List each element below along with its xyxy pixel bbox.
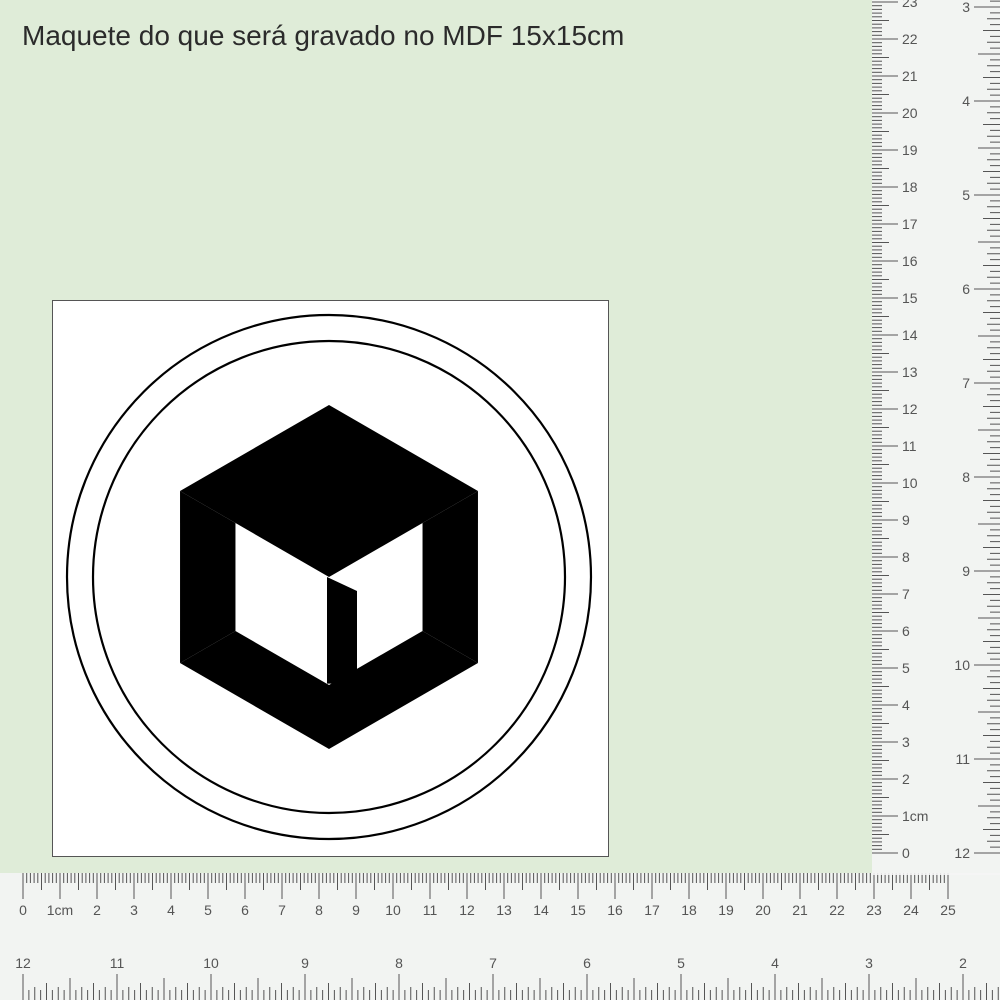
svg-text:12: 12 [459, 902, 475, 918]
svg-text:10: 10 [385, 902, 401, 918]
svg-text:9: 9 [352, 902, 360, 918]
svg-text:6: 6 [962, 281, 970, 297]
svg-text:9: 9 [962, 563, 970, 579]
svg-text:6: 6 [583, 955, 591, 971]
svg-text:20: 20 [755, 902, 771, 918]
svg-text:8: 8 [962, 469, 970, 485]
svg-text:14: 14 [902, 327, 918, 343]
svg-text:17: 17 [644, 902, 660, 918]
svg-text:15: 15 [570, 902, 586, 918]
svg-text:12: 12 [954, 845, 970, 861]
svg-text:10: 10 [203, 955, 219, 971]
ruler-horizontal: 01cm234567891011121314151617181920212223… [0, 873, 1000, 1000]
mockup-graphic [0, 0, 1000, 1000]
svg-text:11: 11 [902, 438, 917, 454]
svg-text:13: 13 [902, 364, 918, 380]
svg-text:3: 3 [865, 955, 873, 971]
svg-text:9: 9 [301, 955, 309, 971]
svg-text:7: 7 [962, 375, 970, 391]
svg-text:4: 4 [167, 902, 175, 918]
svg-text:23: 23 [902, 0, 918, 10]
svg-text:4: 4 [902, 697, 910, 713]
svg-text:8: 8 [395, 955, 403, 971]
svg-text:10: 10 [954, 657, 970, 673]
svg-text:0: 0 [902, 845, 910, 861]
svg-text:9: 9 [902, 512, 910, 528]
svg-text:20: 20 [902, 105, 918, 121]
svg-text:12: 12 [15, 955, 31, 971]
svg-text:5: 5 [677, 955, 685, 971]
svg-text:16: 16 [902, 253, 918, 269]
svg-text:0: 0 [19, 902, 27, 918]
svg-text:2: 2 [902, 771, 910, 787]
svg-text:11: 11 [955, 751, 970, 767]
svg-text:18: 18 [902, 179, 918, 195]
svg-text:5: 5 [204, 902, 212, 918]
svg-text:5: 5 [962, 187, 970, 203]
ruler-vertical: 01cm234567891011121314151617181920212223… [872, 0, 1000, 875]
svg-text:2: 2 [93, 902, 101, 918]
svg-text:2: 2 [959, 955, 967, 971]
svg-text:3: 3 [902, 734, 910, 750]
svg-text:18: 18 [681, 902, 697, 918]
svg-text:1cm: 1cm [902, 808, 928, 824]
svg-text:11: 11 [423, 902, 438, 918]
svg-text:19: 19 [718, 902, 734, 918]
svg-text:22: 22 [902, 31, 918, 47]
svg-text:5: 5 [902, 660, 910, 676]
svg-text:22: 22 [829, 902, 845, 918]
svg-text:14: 14 [533, 902, 549, 918]
svg-text:4: 4 [771, 955, 779, 971]
svg-text:25: 25 [940, 902, 956, 918]
svg-text:7: 7 [489, 955, 497, 971]
svg-text:1cm: 1cm [47, 902, 73, 918]
svg-text:11: 11 [110, 955, 125, 971]
svg-text:19: 19 [902, 142, 918, 158]
svg-text:6: 6 [902, 623, 910, 639]
svg-text:3: 3 [130, 902, 138, 918]
svg-text:3: 3 [962, 0, 970, 15]
svg-text:8: 8 [315, 902, 323, 918]
svg-text:7: 7 [902, 586, 910, 602]
svg-text:8: 8 [902, 549, 910, 565]
svg-text:21: 21 [902, 68, 918, 84]
svg-text:15: 15 [902, 290, 918, 306]
svg-text:21: 21 [792, 902, 808, 918]
svg-text:7: 7 [278, 902, 286, 918]
svg-text:6: 6 [241, 902, 249, 918]
svg-text:4: 4 [962, 93, 970, 109]
svg-text:16: 16 [607, 902, 623, 918]
svg-text:17: 17 [902, 216, 918, 232]
svg-text:13: 13 [496, 902, 512, 918]
svg-text:23: 23 [866, 902, 882, 918]
svg-text:12: 12 [902, 401, 918, 417]
svg-text:24: 24 [903, 902, 919, 918]
svg-text:10: 10 [902, 475, 918, 491]
